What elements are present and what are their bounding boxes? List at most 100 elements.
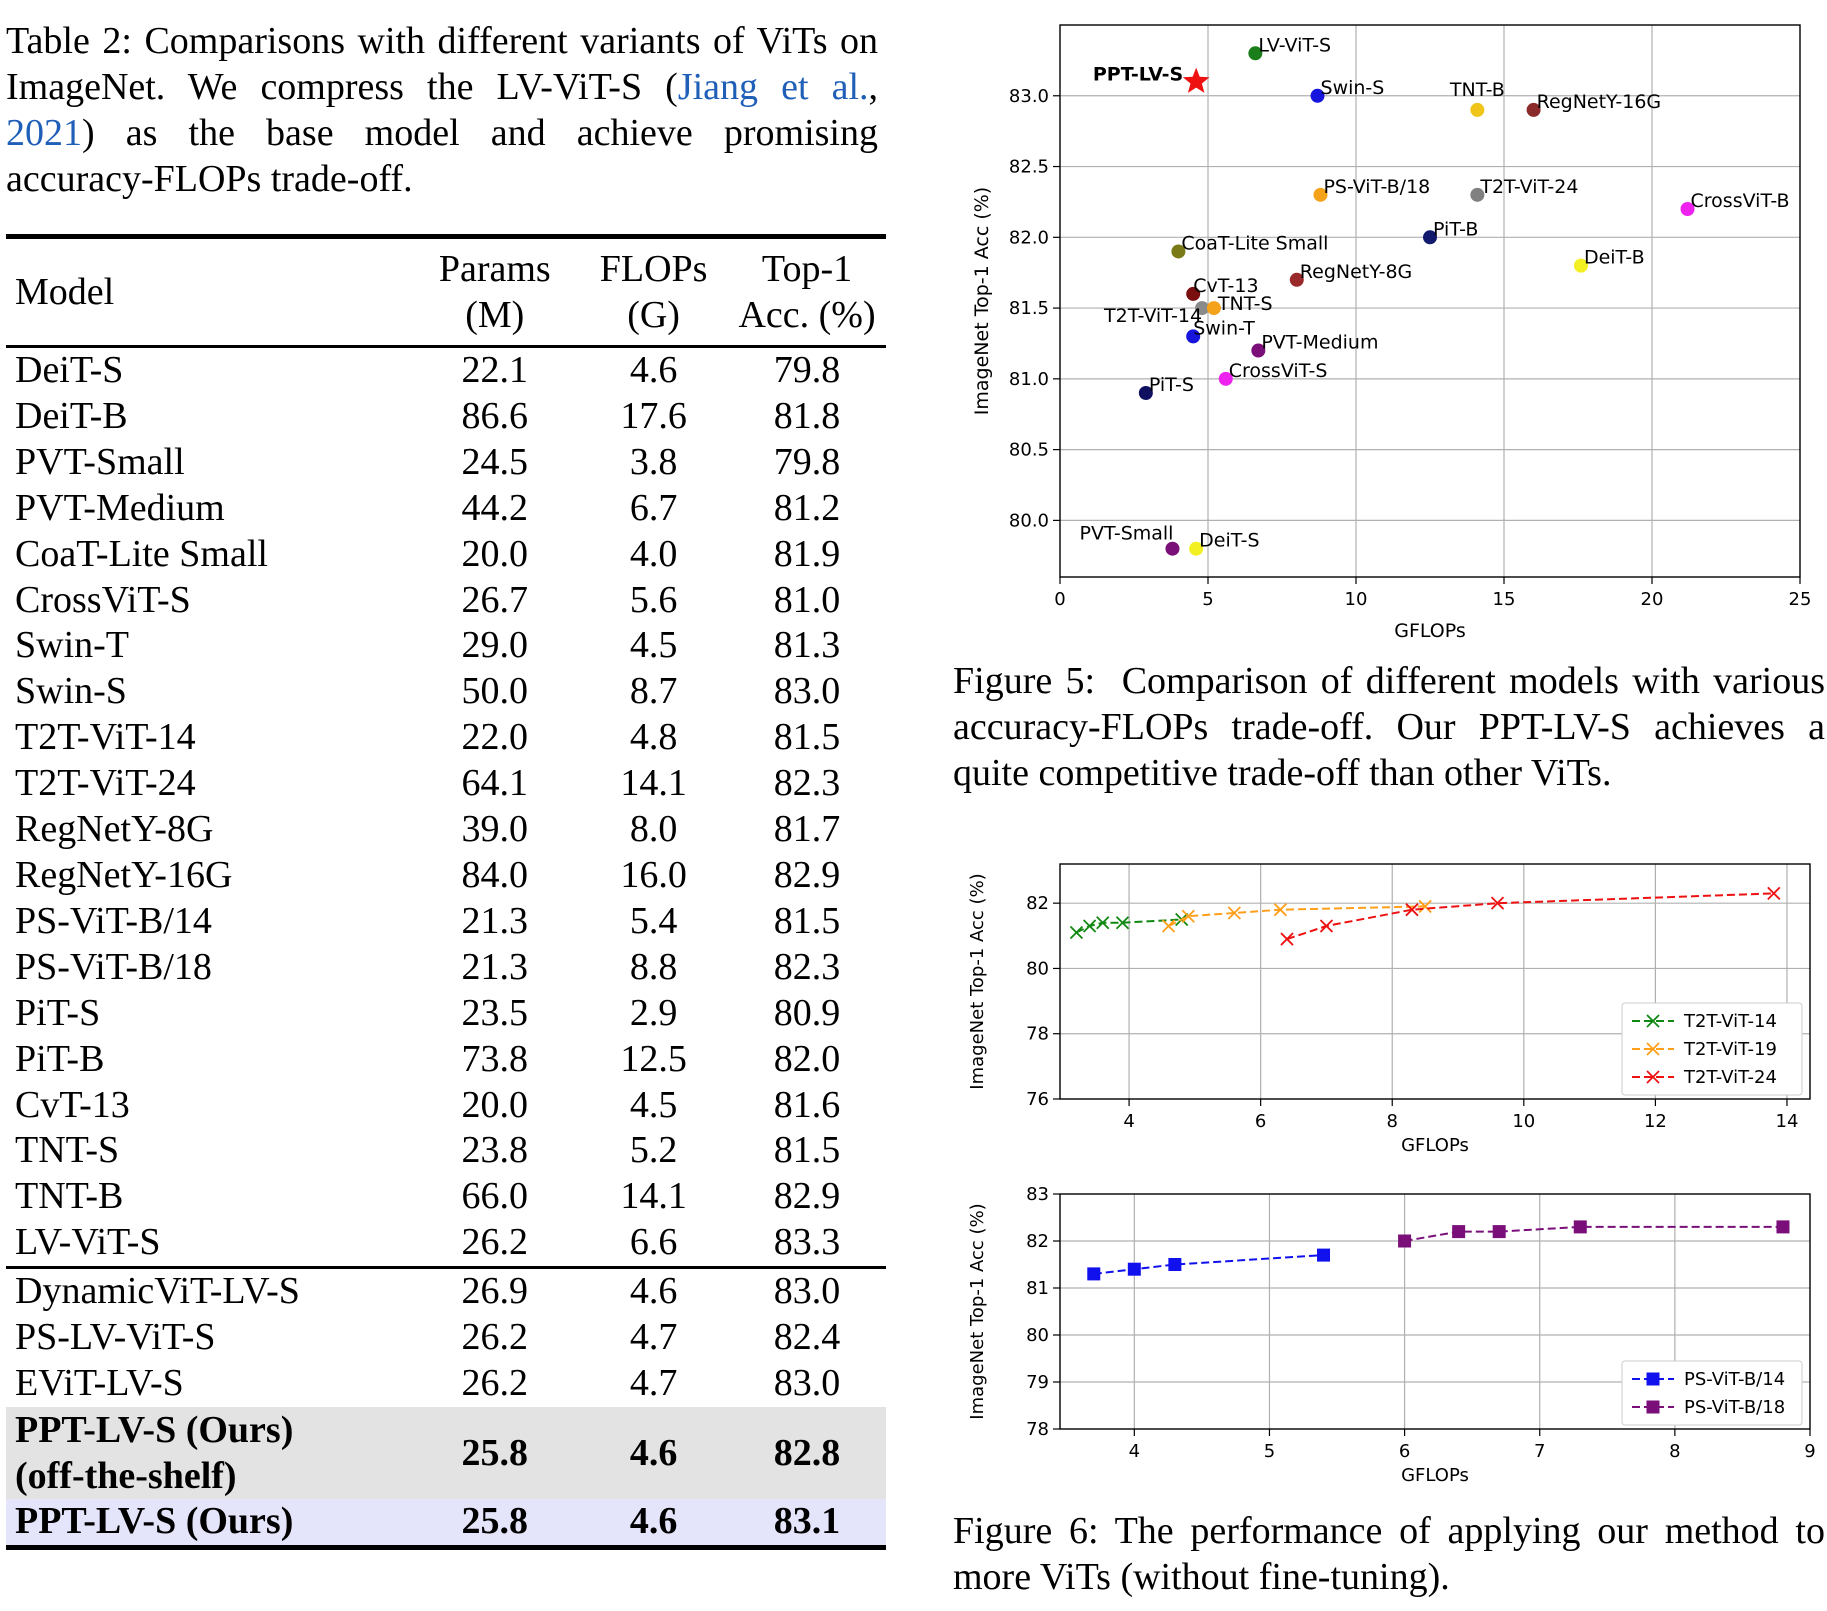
table-cell-acc: 82.3 (773, 945, 841, 988)
table-row: RegNetY-16G 84.0 16.0 82.9 (6, 853, 886, 899)
table-row: PS-ViT-B/14 21.3 5.4 81.5 (6, 899, 886, 945)
data-point-square (1127, 1262, 1141, 1276)
x-tick-label: 15 (1493, 589, 1516, 610)
table-cell-model: TNT-S (15, 1129, 120, 1172)
data-point-x (1319, 919, 1334, 933)
table-cell-params: 26.9 (461, 1270, 529, 1313)
table-cell-params: 24.5 (461, 440, 529, 483)
data-label: CrossViT-B (1691, 190, 1790, 212)
scatter-chart-svg: 0 5 10 15 20 25 80.0 80.5 81.0 81.5 82.0 82.5 83.0 GF… (971, 24, 1812, 642)
citation-author-link[interactable]: Jiang et al. (677, 66, 869, 108)
plot-frame (1059, 24, 1801, 578)
data-point-x (1646, 1070, 1660, 1084)
table-cell-params: 22.0 (461, 716, 529, 759)
data-point (1423, 230, 1437, 245)
y-tick-label: 80.5 (1009, 440, 1049, 461)
data-label: PVT-Medium (1261, 332, 1378, 354)
y-axis-label: ImageNet Top-1 Acc (%) (971, 187, 993, 415)
table-cell-params: 23.8 (461, 1129, 529, 1172)
x-tick-label: 5 (1264, 1441, 1275, 1462)
data-point-x (1082, 919, 1097, 933)
table-cell-flops: 17.6 (620, 394, 687, 437)
data-point-square (1398, 1234, 1412, 1248)
table-row: TNT-B 66.0 14.1 82.9 (6, 1174, 886, 1220)
citation-year-link[interactable]: 2021 (6, 112, 82, 154)
table-cell-acc: 81.5 (773, 1129, 841, 1172)
data-point (1189, 541, 1204, 556)
data-point (1573, 258, 1588, 273)
data-point (1186, 286, 1201, 301)
figure-6-t2t-chart: 4 6 8 10 12 14 76 78 80 82 GFLOPs ImageNet Top-1 Ac… (950, 852, 1827, 1187)
data-label: Swin-S (1321, 77, 1385, 99)
table-cell-acc: 82.9 (773, 853, 841, 896)
plot-frame (1059, 1193, 1811, 1430)
data-label: RegNetY-16G (1537, 91, 1662, 113)
table-cell-acc: 82.4 (773, 1316, 841, 1359)
data-point-square (1317, 1248, 1331, 1262)
data-point-x (1181, 909, 1195, 923)
table-row: PS-ViT-B/18 21.3 8.8 82.3 (6, 945, 886, 991)
figure-5-text: Comparison of different models with vari… (953, 660, 1825, 794)
table-row: Swin-T 29.0 4.5 81.3 (6, 623, 886, 669)
data-point-square (1646, 1372, 1660, 1386)
data-point (1526, 102, 1541, 117)
data-point (1310, 88, 1325, 103)
table-row: PiT-B 73.8 12.5 82.0 (6, 1037, 886, 1083)
table-cell-acc: 81.7 (773, 808, 841, 851)
data-point-x (1069, 925, 1084, 940)
header-params: Params (M) (438, 248, 551, 336)
table-cell-flops: 5.6 (629, 578, 678, 621)
series-line (1093, 1254, 1324, 1275)
legend-label: T2T-ViT-19 (1683, 1039, 1777, 1060)
citation-separator: , (868, 66, 879, 108)
y-tick-label: 79 (1026, 1372, 1049, 1393)
table-row: DynamicViT-LV-S 26.9 4.6 83.0 (6, 1267, 886, 1315)
x-tick-label: 10 (1345, 589, 1368, 610)
table-cell-acc: 82.8 (728, 1406, 886, 1499)
y-tick-label: 80 (1026, 1325, 1049, 1346)
table-cell-acc: 80.9 (773, 991, 841, 1034)
table-cell-acc: 83.1 (728, 1498, 886, 1548)
table-cell-flops: 4.8 (629, 716, 678, 759)
table-cell-flops: 14.1 (620, 762, 687, 805)
table-cell-acc: 81.5 (773, 899, 841, 942)
data-label: PPT-LV-S (1093, 64, 1183, 86)
data-label: PiT-S (1149, 374, 1194, 396)
table-row: PS-LV-ViT-S 26.2 4.7 82.4 (6, 1315, 886, 1361)
y-tick-label: 81.5 (1009, 298, 1049, 319)
y-tick-label: 82 (1026, 893, 1049, 914)
plot-frame (1059, 863, 1811, 1100)
x-axis-label: GFLOPs (1401, 1465, 1469, 1486)
y-tick-label: 82.5 (1009, 157, 1049, 178)
table-cell-acc: 83.0 (773, 1270, 841, 1313)
table-row: TNT-S 23.8 5.2 81.5 (6, 1128, 886, 1174)
series-line (1286, 892, 1774, 941)
table-cell-params: 39.0 (461, 808, 529, 851)
data-point (1138, 386, 1153, 400)
data-label: CrossViT-S (1229, 360, 1328, 382)
table-cell-model: PVT-Small (15, 440, 185, 483)
table-row-ours: PPT-LV-S (Ours) 25.8 4.6 83.1 (6, 1498, 886, 1548)
x-tick-label: 25 (1789, 589, 1812, 610)
table-cell-flops: 4.7 (629, 1316, 678, 1359)
table-cell-acc: 79.8 (773, 440, 841, 483)
table-row: EViT-LV-S 26.2 4.7 83.0 (6, 1361, 886, 1407)
table-cell-model: CvT-13 (15, 1083, 130, 1126)
data-point-x (1115, 916, 1130, 930)
data-point-x (1418, 899, 1432, 914)
table-cell-model: T2T-ViT-24 (15, 762, 196, 805)
table-cell-model: PPT-LV-S (Ours) (6, 1498, 411, 1548)
table-cell-flops: 4.6 (629, 349, 678, 391)
table-cell-acc: 81.5 (773, 716, 841, 759)
y-axis-label: ImageNet Top-1 Acc (%) (967, 873, 988, 1089)
table-row: CoaT-Lite Small 20.0 4.0 81.9 (6, 532, 886, 578)
data-label: DeiT-S (1199, 530, 1259, 552)
table-cell-flops: 4.7 (629, 1361, 678, 1404)
table-cell-model: PS-ViT-B/14 (15, 899, 212, 942)
figure-5-label: Figure 5: (953, 660, 1096, 702)
table-cell-acc: 82.3 (773, 762, 841, 805)
table-row: DeiT-S 22.1 4.6 79.8 (6, 346, 886, 394)
data-point (1470, 187, 1485, 202)
data-point (1313, 187, 1328, 202)
data-label: CoaT-Lite Small (1181, 232, 1328, 254)
